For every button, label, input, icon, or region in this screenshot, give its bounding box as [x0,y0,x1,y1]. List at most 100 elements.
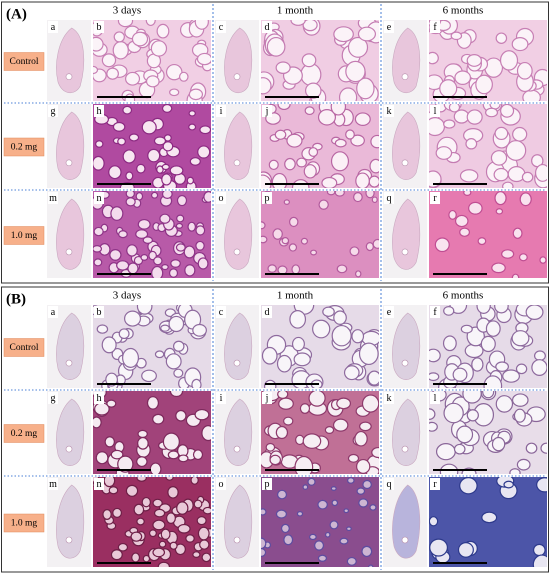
alveolus [108,165,122,180]
alveolus [122,149,136,164]
alveolus [288,243,298,252]
panel-letter: d [265,22,270,33]
alveolus [124,93,136,101]
panel-letter-bg [94,392,104,404]
alveolus [165,353,182,370]
alveolus [368,175,379,188]
alveolus [483,375,503,388]
alveolus [153,136,167,146]
alveolus [141,496,151,508]
alveolus [135,229,149,239]
alveolus [345,129,355,140]
alveolus [284,157,296,171]
alveolus [118,328,130,340]
alveolus [302,433,322,449]
alveolus [112,41,129,60]
alveolus [349,246,360,257]
alveolus [516,61,533,80]
alveolus [358,342,379,366]
alveolus [369,158,379,174]
alveolus [271,172,288,188]
alveolus [153,508,166,518]
alveolus [136,163,146,174]
alveolus [283,534,294,546]
lung-airway [65,536,73,544]
alveolus [137,429,148,439]
row-label-box [3,52,45,71]
panel-letter: q [387,193,392,204]
alveolus [289,216,299,228]
alveolus [296,511,304,517]
alveolus [353,191,363,203]
micrograph [261,104,379,188]
alveolus [261,548,267,557]
alveolus [152,498,163,508]
column-header: 3 days [113,5,141,17]
alveolus [261,77,272,95]
alveolus [442,335,457,352]
alveolus [124,310,142,327]
alveolus [142,236,154,244]
panel-letter-bg [384,478,394,490]
alveolus [443,119,456,129]
panel-letter-bg [216,392,226,404]
panel-letter-bg [430,105,440,117]
alveolus [131,31,149,47]
panel-letter-bg [384,105,394,117]
lung-thumbnail [56,312,85,380]
alveolus [169,541,178,550]
lung-thumbnail [392,398,421,466]
alveolus [307,477,316,486]
alveolus [165,477,174,481]
alveolus [93,65,99,75]
alveolus [133,503,145,516]
panel-letter: h [97,393,102,404]
alveolus [108,486,119,495]
alveolus [101,53,117,68]
alveolus [499,50,519,71]
panel-letter-bg [216,306,226,318]
alveolus [310,249,318,256]
panel-letter-bg [216,105,226,117]
alveolus [161,191,173,200]
alveolus [141,119,157,135]
alveolus [93,258,103,267]
alveolus [450,31,463,41]
alveolus [268,159,279,171]
alveolus [110,549,123,561]
alveolus [277,265,288,275]
alveolus [454,70,472,85]
alveolus [175,222,184,229]
alveolus [346,556,357,566]
alveolus [277,104,291,111]
micrograph [429,191,547,278]
panel: (A) 3 days 1 month 6 months Control a b c d e f 0.2… [1,1,549,284]
column-header: 6 months [443,5,484,17]
alveolus [448,104,461,113]
panel-letter: p [265,193,270,204]
alveolus [494,305,509,314]
alveolus [453,443,466,455]
alveolus [519,192,532,207]
alveolus [197,145,211,159]
alveolus [331,499,339,507]
alveolus [532,554,547,567]
alveolus [457,542,474,558]
micrograph [93,20,211,101]
panel-letter-bg [48,192,58,204]
alveolus [199,539,210,550]
alveolus [192,551,201,558]
alveolus [149,462,162,474]
lung-airway [65,248,73,256]
alveolus [105,372,119,387]
lung-airway [401,159,409,167]
alveolus [331,324,352,347]
alveolus [485,320,501,337]
alveolus [162,432,180,451]
alveolus [169,391,184,398]
alveolus [201,425,211,442]
alveolus [347,477,355,484]
alveolus [531,359,547,376]
alveolus [125,191,135,199]
lung-airway [233,159,241,167]
